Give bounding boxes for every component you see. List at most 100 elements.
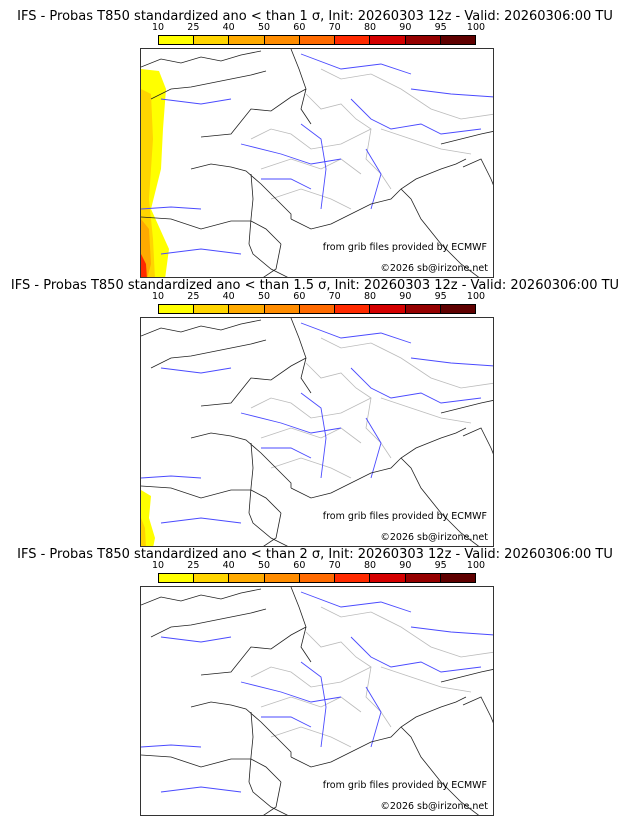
coastline <box>248 442 288 546</box>
legend-tick-label: 10 <box>151 560 165 571</box>
river <box>160 517 242 524</box>
coastline <box>400 457 479 546</box>
coastline <box>150 339 267 369</box>
legend-color-swatch <box>405 36 441 44</box>
legend-tick-label: 70 <box>328 291 341 302</box>
river <box>160 98 232 105</box>
map-area: from grib files provided by ECMWF ©2026 … <box>140 586 494 816</box>
river <box>141 206 202 210</box>
coastline <box>290 318 312 394</box>
legend-color-swatch <box>299 36 336 44</box>
admin-border <box>260 696 362 713</box>
admin-border <box>305 362 392 459</box>
legend-color-swatch <box>194 305 230 313</box>
coastline <box>200 88 307 138</box>
coastline <box>200 626 307 676</box>
admin-border <box>380 666 472 693</box>
legend-color-swatch <box>335 36 371 44</box>
legend-color-swatch <box>264 305 300 313</box>
legend-tick-label: 80 <box>363 560 377 571</box>
coastline <box>400 726 479 815</box>
legend-color-swatch <box>370 36 406 44</box>
river <box>141 475 202 479</box>
source-credit: from grib files provided by ECMWF <box>322 511 487 522</box>
coastline <box>190 701 292 757</box>
legend-color-swatch <box>370 305 406 313</box>
coastline <box>263 512 282 546</box>
coastline <box>141 485 282 514</box>
probability-map-panel: IFS - Probas T850 standardized ano < tha… <box>0 269 630 547</box>
coastline <box>141 588 262 606</box>
legend-color-swatch <box>335 305 371 313</box>
coastline <box>440 131 493 145</box>
river <box>350 636 482 673</box>
legend-tick-label: 70 <box>328 22 341 33</box>
admin-border <box>270 188 352 210</box>
legend-tick-label: 95 <box>434 291 447 302</box>
river <box>365 686 382 748</box>
legend-bar <box>158 35 476 45</box>
legend-tick-label: 95 <box>434 22 447 33</box>
river <box>300 53 412 75</box>
legend-color-swatch <box>194 36 230 44</box>
coastline <box>290 49 312 125</box>
coastline <box>440 669 493 683</box>
admin-border <box>320 337 493 389</box>
legend-color-swatch <box>405 305 441 313</box>
river <box>261 447 312 459</box>
legend-color-swatch <box>370 574 406 582</box>
coastline <box>263 781 282 815</box>
coastline <box>462 696 493 724</box>
coastline <box>248 711 288 815</box>
legend-tick-label: 25 <box>187 291 200 302</box>
river <box>410 626 493 636</box>
river <box>410 357 493 367</box>
map-title: IFS - Probas T850 standardized ano < tha… <box>10 278 620 293</box>
admin-border <box>380 397 472 424</box>
legend-color-swatch <box>440 305 475 313</box>
river <box>240 412 342 434</box>
coastline <box>190 432 292 488</box>
legend-tick-label: 50 <box>257 560 271 571</box>
river <box>261 716 312 728</box>
river <box>240 681 342 703</box>
admin-border <box>320 606 493 658</box>
legend-color-swatch <box>159 36 195 44</box>
legend-tick-label: 40 <box>222 22 235 33</box>
legend-tick-label: 90 <box>399 22 412 33</box>
admin-border <box>260 427 362 444</box>
legend-tick-label: 100 <box>466 22 486 33</box>
river <box>300 322 412 344</box>
legend-color-swatch <box>229 574 265 582</box>
river <box>300 123 327 210</box>
coastline <box>141 319 262 337</box>
coastline <box>248 173 288 277</box>
legend-tick-label: 70 <box>328 560 341 571</box>
coastline <box>263 243 282 277</box>
river <box>350 367 482 404</box>
river <box>160 248 242 255</box>
legend-color-swatch <box>405 574 441 582</box>
coastline <box>150 608 267 638</box>
admin-border <box>270 457 352 479</box>
river <box>160 636 232 643</box>
legend-tick-label: 100 <box>466 560 486 571</box>
legend-ticks: 10 25 40 50 60 70 80 90 95 100 <box>152 560 485 572</box>
legend-tick-label: 80 <box>363 22 377 33</box>
legend-tick-label: 90 <box>399 560 412 571</box>
admin-border <box>320 68 493 120</box>
coastline <box>290 427 467 499</box>
admin-border <box>305 93 392 190</box>
legend-ticks: 10 25 40 50 60 70 80 90 95 100 <box>152 22 485 34</box>
legend-tick-label: 90 <box>399 291 412 302</box>
coastline <box>400 188 479 277</box>
river <box>300 661 327 748</box>
legend-tick-label: 40 <box>222 560 235 571</box>
legend-color-swatch <box>440 36 475 44</box>
river <box>261 178 312 190</box>
river <box>160 786 242 793</box>
legend-color-swatch <box>299 305 336 313</box>
legend-color-swatch <box>264 574 300 582</box>
river <box>365 417 382 479</box>
legend-tick-label: 25 <box>187 22 200 33</box>
